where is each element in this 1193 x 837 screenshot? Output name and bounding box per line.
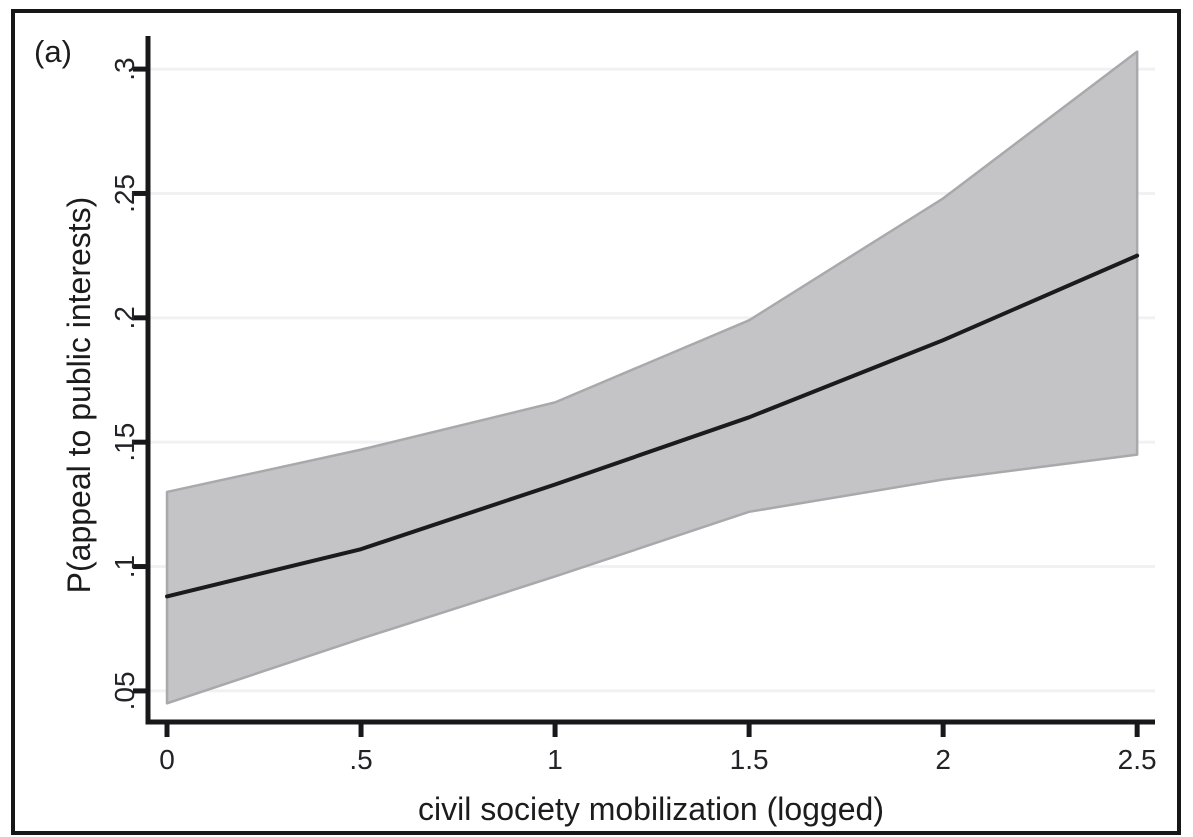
figure-border <box>11 9 1181 835</box>
y-tick-label: .25 <box>109 174 140 213</box>
x-tick-labels: 0 .5 1 1.5 2 2.5 <box>159 744 1156 775</box>
y-tick-label: .05 <box>109 671 140 710</box>
x-tick-label: 2.5 <box>1118 744 1157 775</box>
y-axis-title: P(appeal to public interests) <box>61 197 97 594</box>
confidence-band-layer <box>165 50 1139 705</box>
prediction-line <box>165 253 1140 599</box>
axis-spines <box>145 36 1155 725</box>
x-tick-label: 1.5 <box>730 744 769 775</box>
x-tick-label: .5 <box>349 744 372 775</box>
y-tick-label: .2 <box>109 306 140 329</box>
axes-layer <box>133 36 1155 737</box>
x-tick-label: 0 <box>159 744 175 775</box>
confidence-band <box>165 50 1139 705</box>
panel-label: (a) <box>34 34 72 69</box>
x-axis-title: civil society mobilization (logged) <box>418 791 884 827</box>
y-tick-label: .1 <box>109 555 140 578</box>
y-tick-labels: .05 .1 .15 .2 .25 .3 <box>109 57 140 710</box>
x-tick-label: 1 <box>547 744 563 775</box>
prediction-line-layer <box>165 253 1140 599</box>
y-tick-label: .15 <box>109 423 140 462</box>
x-tick-label: 2 <box>935 744 951 775</box>
y-tick-label: .3 <box>109 57 140 80</box>
